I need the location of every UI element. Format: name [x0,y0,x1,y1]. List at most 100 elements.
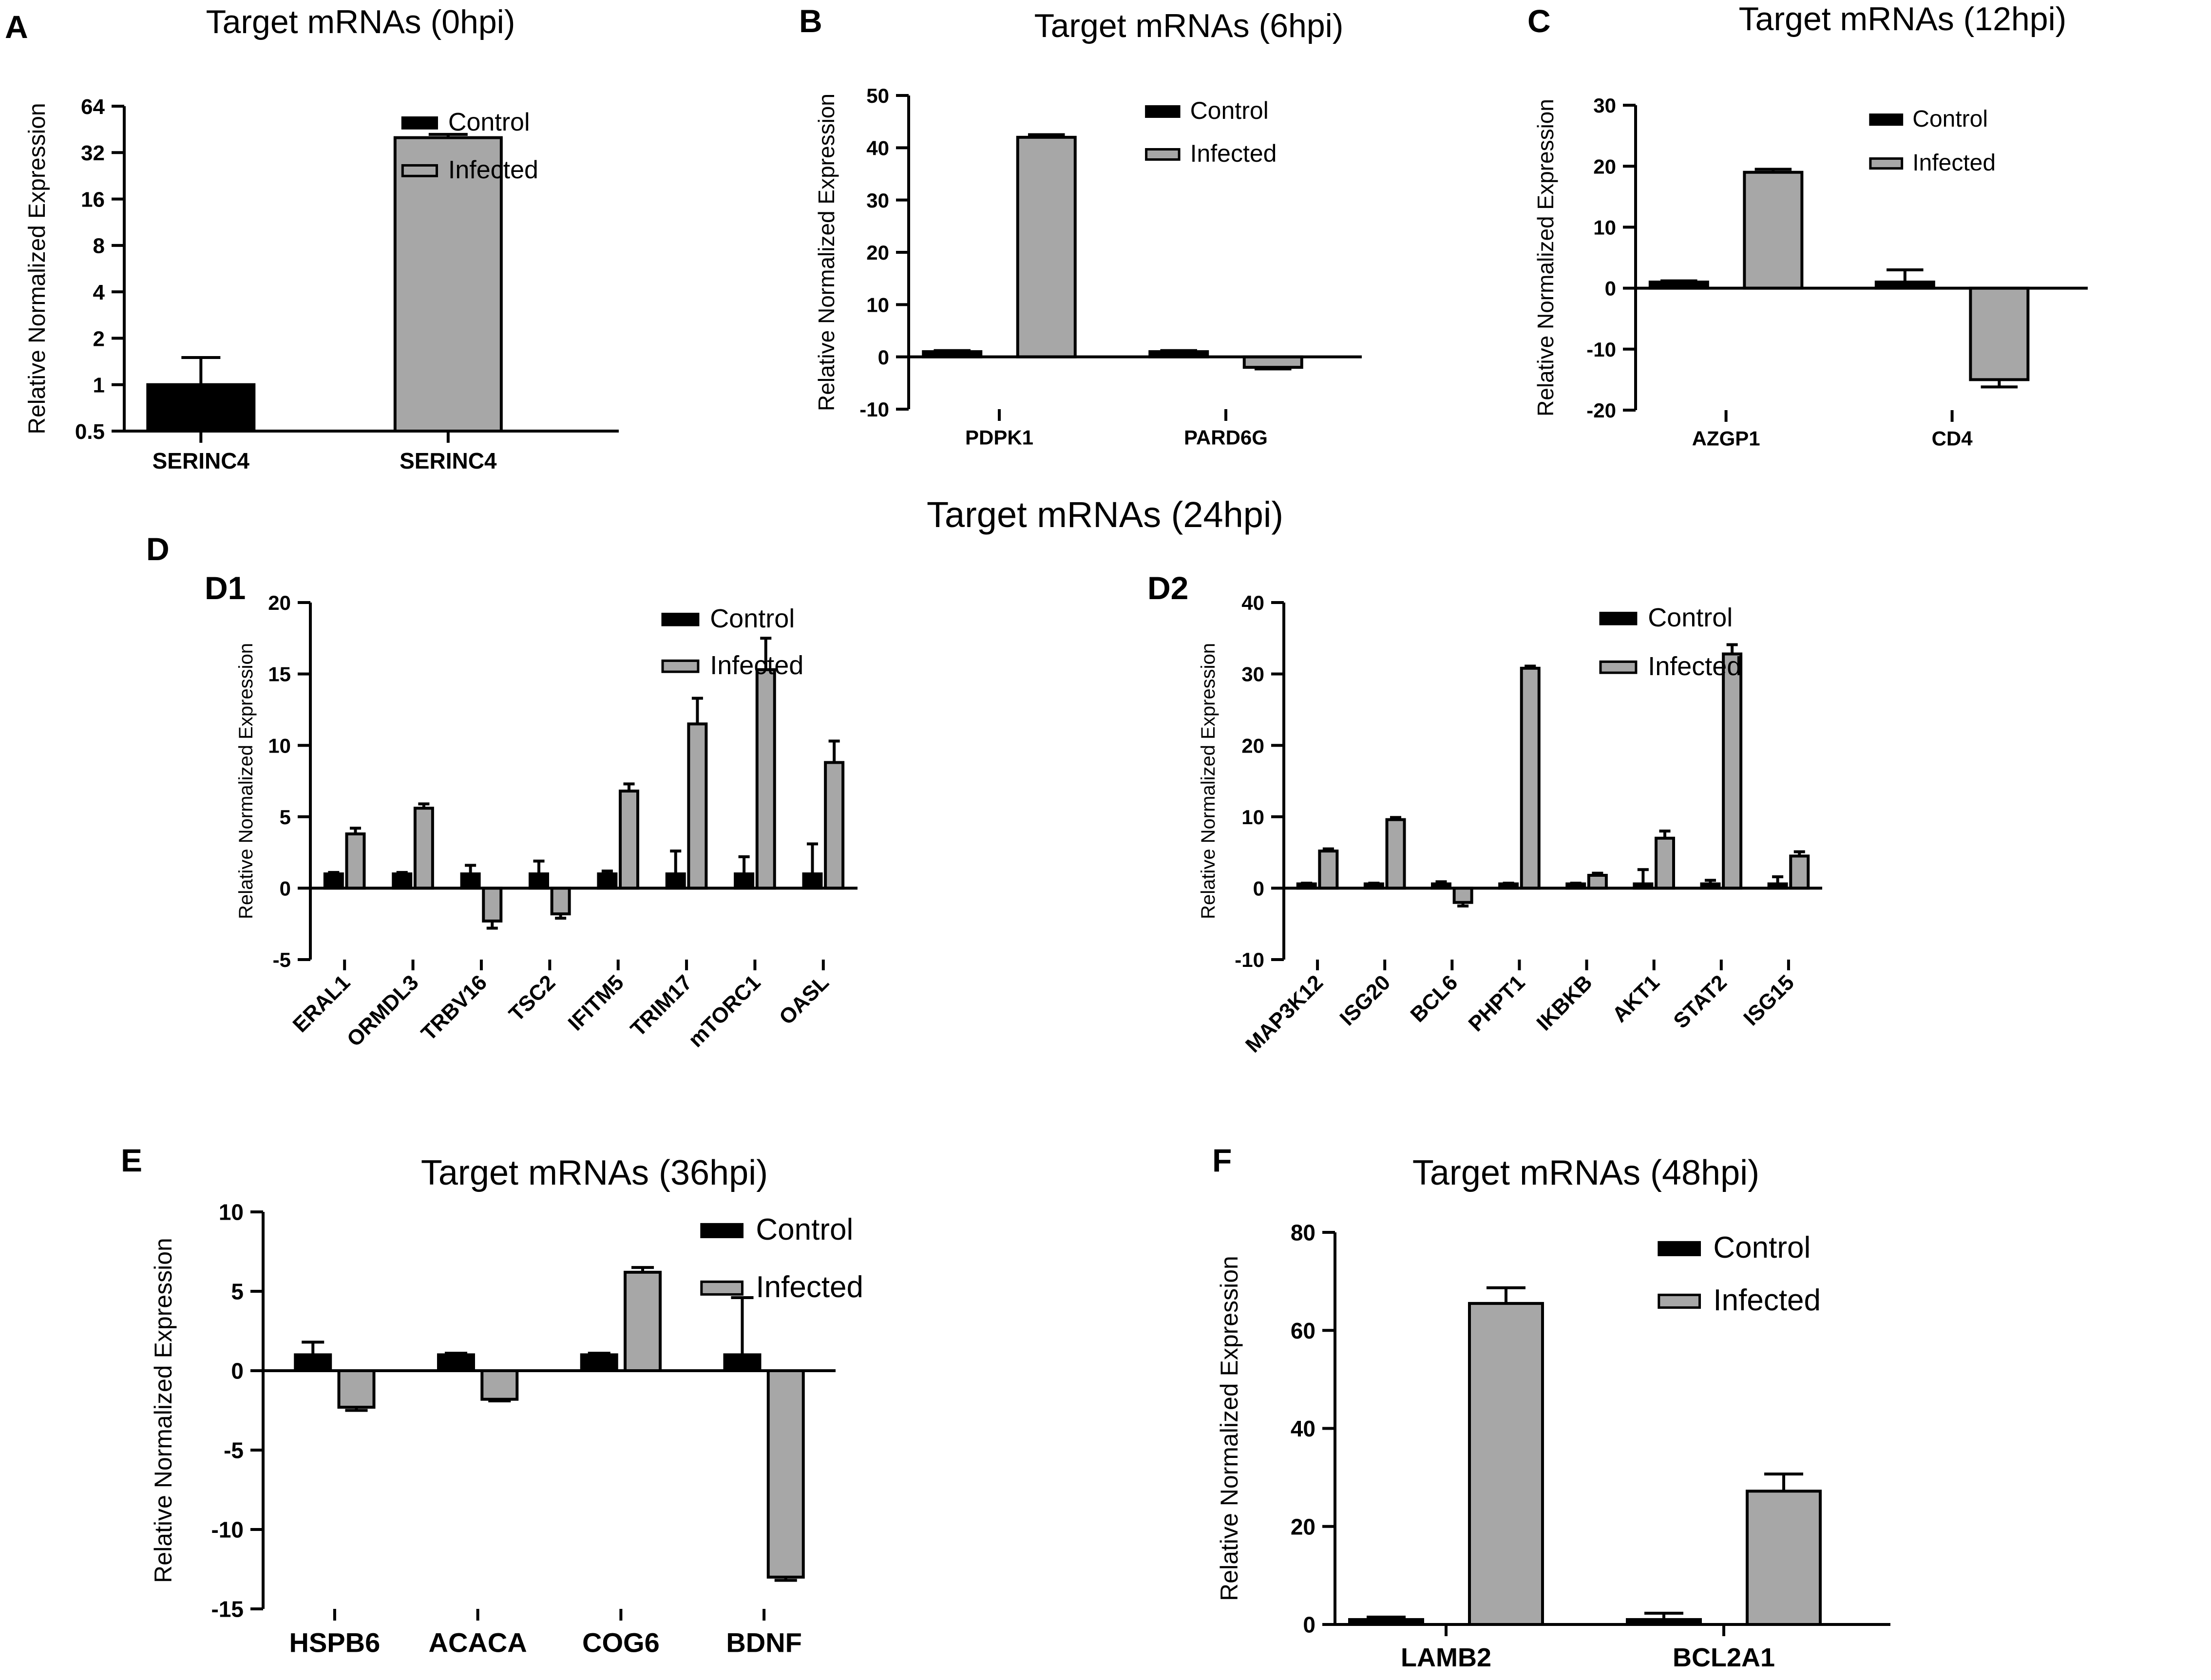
legend-swatch-control [700,1223,744,1238]
x-tick-label: AKT1 [1608,970,1664,1027]
x-tick-label: HSPB6 [289,1627,381,1658]
legend-swatch-infected [401,164,438,177]
legend-label-control: Control [1190,97,1269,124]
legend-label-control: Control [1648,603,1733,632]
bar-infected-trbv16 [482,887,503,923]
legend-swatch-control [1658,1241,1701,1256]
y-tick-label: 40 [1291,1416,1315,1441]
panel-letter-d1: D1 [205,570,246,606]
bar-infected-bdnf [766,1369,805,1579]
x-tick-label: PHPT1 [1464,970,1530,1036]
x-tick-label: BCL6 [1406,970,1462,1027]
bar-infected-ikbkb [1587,874,1608,890]
x-tick-label: PDPK1 [965,426,1033,449]
bar-control-acaca [437,1353,475,1372]
bar-infected-azgp1 [1743,170,1804,290]
bar-control-trbv16 [460,872,481,890]
y-tick-label: -5 [273,948,291,971]
y-axis-label: Relative Normalized Expression [1198,643,1219,919]
bar-control-ifitm5 [597,872,618,890]
bar-control-bdnf [723,1353,762,1372]
x-tick-label: SERINC4 [152,448,250,473]
y-tick-label: 64 [81,95,105,119]
bar-infected-eral1 [345,832,366,890]
legend-swatch-infected [1599,660,1638,674]
bar-control-hspb6 [294,1353,332,1372]
bar-infected-akt1 [1655,836,1676,890]
legend-swatch-infected [1145,148,1181,161]
y-tick-label: 40 [866,136,889,159]
y-tick-label: 0 [1303,1612,1315,1638]
bar-infected-pdpk1 [1016,135,1077,359]
chart-panel-f: Target mRNAs (48hpi) Relative Normalized … [1216,1153,1890,1672]
section-title-24hpi: Target mRNAs (24hpi) [927,494,1283,535]
y-tick-label: -20 [1586,399,1616,422]
bar-infected-hspb6 [337,1369,376,1409]
x-tick-label: TSC2 [504,970,560,1026]
y-tick-label: -10 [859,398,889,421]
panel-letter-c: C [1527,3,1551,39]
y-tick-label: 0 [878,346,889,369]
x-tick-label: BCL2A1 [1673,1643,1775,1672]
y-tick-label: 20 [866,241,889,264]
bar-infected-cd4 [1969,286,2030,381]
y-tick-label: 8 [93,234,105,258]
x-tick-label: LAMB2 [1401,1643,1491,1672]
y-tick-label: 0 [280,877,291,900]
bar-infected-ormdl3 [413,807,434,890]
legend-swatch-control [661,612,700,626]
legend-label-infected: Infected [756,1270,863,1304]
x-tick-label: COG6 [582,1627,660,1658]
y-tick-label: 2 [93,327,105,351]
legend-swatch-infected [700,1280,744,1296]
bar-control-eral1 [323,872,344,890]
y-axis-label: Relative Normalized Expression [1216,1256,1243,1601]
x-tick-label: CD4 [1932,427,1973,450]
x-tick-label: PARD6G [1184,426,1268,449]
x-tick-label: ERAL1 [288,970,355,1037]
legend-swatch-infected [1658,1293,1701,1309]
x-tick-label: ISG15 [1739,970,1799,1030]
x-tick-label: OASL [775,970,834,1029]
panel-letter-d2: D2 [1147,570,1188,606]
y-tick-label: 0 [231,1359,244,1384]
bar-infected-bcl6 [1452,887,1473,904]
legend-label-infected: Infected [710,651,803,680]
legend-label-control: Control [710,604,795,633]
y-tick-label: 20 [268,591,291,614]
chart-panel-d2: Relative Normalized Expression -10 0 10 20 30… [1198,591,1822,1057]
x-tick-label: TRBV16 [417,970,492,1045]
x-tick-label: SERINC4 [400,448,497,473]
bar-infected-ifitm5 [619,790,640,890]
x-tick-label: AZGP1 [1692,427,1760,450]
chart-panel-c: Target mRNAs (12hpi) Relative Normalized … [1533,0,2088,450]
bar-infected-isg20 [1385,818,1406,890]
bar-infected-cog6 [624,1270,662,1372]
y-tick-label: 50 [866,84,889,107]
y-axis-label: Relative Normalized Expression [24,103,50,434]
y-tick-label: -10 [1235,948,1264,971]
panel-letter-d: D [146,531,170,567]
x-tick-label: IFITM5 [564,970,629,1035]
legend-swatch-control [1869,113,1904,126]
bar-infected-pard6g [1242,355,1303,369]
y-tick-label: 16 [81,188,105,211]
bar-control-mtorc1 [734,872,755,890]
bar-infected-phpt1 [1520,666,1541,890]
bar-control-oasl [802,872,823,890]
chart-panel-a: Target mRNAs (0hpi) Relative Normalized E… [24,3,619,473]
x-tick-label: IKBKB [1532,970,1597,1035]
y-tick-label: -15 [211,1597,244,1622]
legend-label-control: Control [1713,1231,1811,1265]
legend-label-infected: Infected [448,156,538,184]
y-tick-label: -10 [211,1517,244,1543]
y-tick-label: -5 [224,1438,244,1463]
bar-infected-trim17 [687,722,708,890]
legend-label-control: Control [448,108,530,136]
y-tick-label: 10 [1241,806,1264,829]
legend-swatch-control [1145,105,1181,118]
legend-label-infected: Infected [1912,150,1996,176]
chart-panel-d1: Relative Normalized Expression -5 0 5 10 15 20… [235,591,858,1052]
x-tick-label: MAP3K12 [1241,970,1328,1057]
